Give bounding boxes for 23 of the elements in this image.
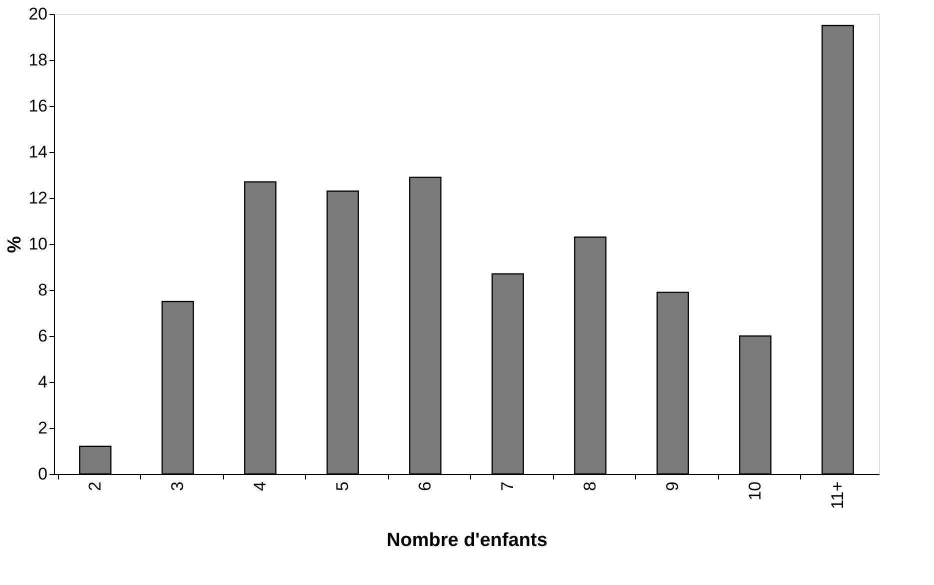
x-tick-label: 11+ bbox=[828, 481, 847, 510]
x-tick-label: 10 bbox=[745, 482, 764, 500]
y-tick-label: 0 bbox=[38, 464, 48, 484]
y-tick-label: 10 bbox=[28, 234, 48, 254]
x-tick-label: 8 bbox=[580, 482, 600, 491]
y-tick-label: 20 bbox=[28, 4, 48, 24]
y-tick-label: 18 bbox=[28, 50, 48, 70]
y-axis-title: % bbox=[4, 236, 26, 253]
y-tick-label: 2 bbox=[38, 418, 48, 438]
x-tick-label: 6 bbox=[415, 482, 434, 491]
y-tick-label: 12 bbox=[28, 188, 48, 208]
y-tick-label: 4 bbox=[38, 372, 48, 392]
x-tick-label: 9 bbox=[662, 482, 682, 491]
x-tick-label: 7 bbox=[498, 482, 517, 491]
x-tick-label: 5 bbox=[332, 482, 352, 491]
x-tick-label: 4 bbox=[250, 482, 270, 491]
x-axis-title: Nombre d'enfants bbox=[386, 530, 548, 552]
y-tick-label: 16 bbox=[28, 96, 48, 116]
y-tick-label: 8 bbox=[38, 280, 48, 300]
y-tick-label: 6 bbox=[38, 326, 48, 346]
y-tick-label: 14 bbox=[28, 142, 48, 162]
x-tick-label: 3 bbox=[168, 482, 187, 491]
x-tick-label: 2 bbox=[85, 482, 104, 491]
